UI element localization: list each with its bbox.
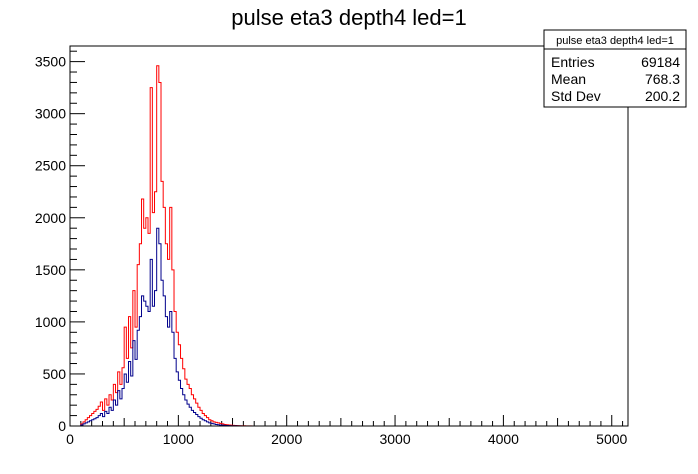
x-tick-label: 1000: [163, 431, 194, 447]
stats-box: pulse eta3 depth4 led=1 Entries 69184 Me…: [543, 29, 687, 108]
stats-box-title: pulse eta3 depth4 led=1: [556, 35, 674, 47]
y-tick-label: 3500: [35, 54, 66, 70]
y-tick-label: 2500: [35, 158, 66, 174]
plot-frame: [69, 45, 629, 427]
stats-box-frame: [543, 29, 687, 108]
plot-area: [70, 65, 623, 427]
stats-mean-value: 768.3: [645, 71, 680, 87]
chart-title: pulse eta3 depth4 led=1: [231, 5, 466, 30]
y-tick-label: 1500: [35, 262, 66, 278]
histogram-series-red: [70, 65, 623, 427]
y-axis: 0 500 1000 1500 2000 2500 3000 3500: [35, 50, 85, 434]
y-tick-label: 3000: [35, 106, 66, 122]
y-tick-label: 2000: [35, 210, 66, 226]
stats-entries-value: 69184: [641, 54, 680, 70]
x-tick-label: 2000: [271, 431, 302, 447]
x-tick-label: 4000: [488, 431, 519, 447]
y-tick-label: 500: [43, 366, 67, 382]
stats-entries-label: Entries: [551, 54, 595, 70]
stats-stddev-label: Std Dev: [551, 88, 601, 104]
y-tick-label: 0: [58, 418, 66, 434]
x-tick-label: 0: [66, 431, 74, 447]
x-tick-label: 5000: [596, 431, 627, 447]
stats-mean-label: Mean: [551, 71, 586, 87]
stats-stddev-value: 200.2: [645, 88, 680, 104]
x-tick-label: 3000: [379, 431, 410, 447]
y-tick-label: 1000: [35, 314, 66, 330]
histogram-series-blue: [70, 227, 623, 427]
x-axis: 0 1000 2000 3000 4000 5000: [66, 415, 628, 447]
